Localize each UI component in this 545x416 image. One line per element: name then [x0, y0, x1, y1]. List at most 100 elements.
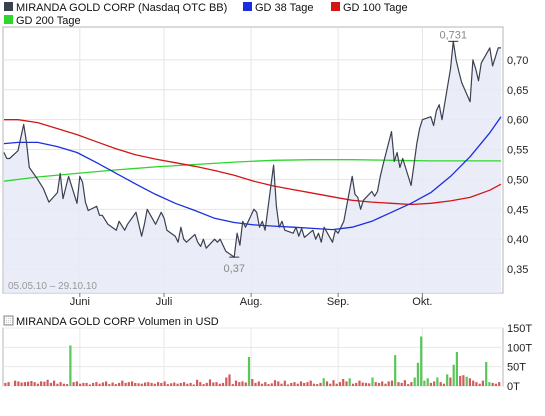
volume-bar: [312, 383, 316, 386]
volume-bar: [121, 380, 124, 386]
volume-bar: [449, 377, 452, 386]
price-y-tick-label: 0,35: [507, 264, 528, 276]
price-y-tick-label: 0,50: [507, 174, 528, 186]
volume-bar: [335, 383, 338, 386]
legend-swatch-gd38: [243, 2, 252, 11]
volume-bar: [277, 381, 280, 386]
volume-bar: [475, 382, 478, 386]
volume-bar: [439, 382, 442, 386]
volume-bar: [92, 382, 95, 386]
volume-bar: [160, 382, 163, 386]
volume-bar: [183, 382, 186, 386]
volume-bar: [257, 381, 260, 386]
volume-bar: [433, 381, 436, 386]
price-series-lines: [3, 40, 502, 258]
volume-bar: [446, 374, 449, 386]
volume-bar: [381, 381, 384, 386]
volume-bar: [75, 381, 78, 386]
volume-bar: [316, 384, 319, 386]
volume-bar: [368, 383, 371, 386]
volume-bar: [79, 383, 82, 386]
volume-bar: [465, 376, 468, 386]
price-annotations: 0,731 0,37: [224, 29, 467, 275]
volume-bar: [66, 384, 69, 386]
volume-y-tick-label: 0T: [507, 381, 520, 393]
volume-bar: [303, 382, 306, 386]
volume-bar: [56, 383, 59, 386]
legend-label-gd38: GD 38 Tage: [255, 2, 314, 14]
volume-bar: [306, 382, 309, 386]
volume-bar: [189, 382, 192, 386]
legend-label-price: MIRANDA GOLD CORP (Nasdaq OTC BB): [16, 2, 227, 14]
volume-bar: [179, 382, 182, 386]
volume-bar: [371, 377, 374, 386]
volume-bar: [199, 382, 202, 386]
volume-title: MIRANDA GOLD CORP Volumen in USD: [16, 316, 219, 328]
price-y-tick-label: 0,40: [507, 234, 528, 246]
volume-bar: [329, 383, 332, 386]
price-y-tick-labels: 0,70 0,65 0,60 0,55 0,50 0,45 0,40 0,35: [507, 55, 528, 276]
volume-bar: [413, 377, 416, 386]
volume-bar: [43, 381, 46, 386]
x-tick-label: Aug.: [240, 296, 263, 308]
volume-bar: [221, 382, 225, 386]
volume-bar: [36, 383, 39, 386]
volume-bar: [23, 382, 26, 386]
volume-bar: [20, 382, 23, 386]
volume-bar: [53, 380, 56, 386]
volume-bar: [40, 381, 43, 386]
volume-bar: [247, 357, 251, 386]
price-area: [4, 41, 501, 293]
volume-bar: [384, 383, 387, 386]
volume-bar: [468, 378, 471, 386]
volume-bar: [429, 382, 432, 386]
volume-bar: [280, 383, 283, 386]
volume-bar: [218, 383, 221, 386]
volume-bar: [30, 381, 33, 386]
volume-bar: [212, 382, 215, 386]
volume-bar: [488, 382, 491, 386]
volume-bar: [374, 382, 377, 386]
volume-bar: [325, 381, 329, 386]
volume-bar: [478, 383, 481, 386]
volume-bar: [137, 383, 140, 386]
volume-bar: [147, 382, 150, 386]
volume-bar: [420, 336, 423, 386]
x-tick-label: Juni: [70, 296, 90, 308]
volume-bar: [322, 378, 325, 386]
volume-bar: [49, 382, 52, 386]
volume-bar: [85, 382, 88, 386]
volume-bar: [225, 377, 228, 386]
volume-bar: [416, 362, 419, 386]
price-line: [3, 40, 501, 258]
volume-bar: [283, 380, 286, 386]
volume-bar: [361, 382, 364, 386]
volume-bar: [62, 383, 65, 386]
volume-bar: [153, 383, 156, 386]
volume-bar: [410, 382, 413, 386]
volume-bar: [228, 374, 231, 386]
low-label: 0,37: [224, 263, 245, 275]
x-axis: Juni Juli Aug. Sep. Okt.: [70, 293, 432, 308]
gd38-line: [3, 116, 502, 231]
volume-y-tick-label: 100T: [507, 342, 532, 354]
volume-bar: [491, 382, 494, 386]
volume-bar: [170, 383, 173, 386]
volume-bar: [134, 382, 137, 386]
volume-bar: [101, 382, 104, 386]
volume-bar: [27, 381, 30, 386]
date-range-label: 05.05.10 – 29.10.10: [8, 281, 97, 292]
volume-bar: [267, 384, 270, 386]
volume-bar: [118, 382, 121, 386]
volume-bar: [88, 384, 91, 386]
volume-bar: [264, 382, 267, 386]
volume-y-tick-labels: 150T 100T 50T 0T: [507, 323, 532, 393]
x-tick-label: Juli: [156, 296, 173, 308]
volume-bar: [293, 382, 296, 386]
volume-bar: [403, 380, 406, 386]
volume-bar: [186, 383, 189, 386]
volume-y-tick-label: 150T: [507, 323, 532, 335]
volume-bar: [436, 377, 439, 386]
volume-bar: [452, 364, 455, 386]
